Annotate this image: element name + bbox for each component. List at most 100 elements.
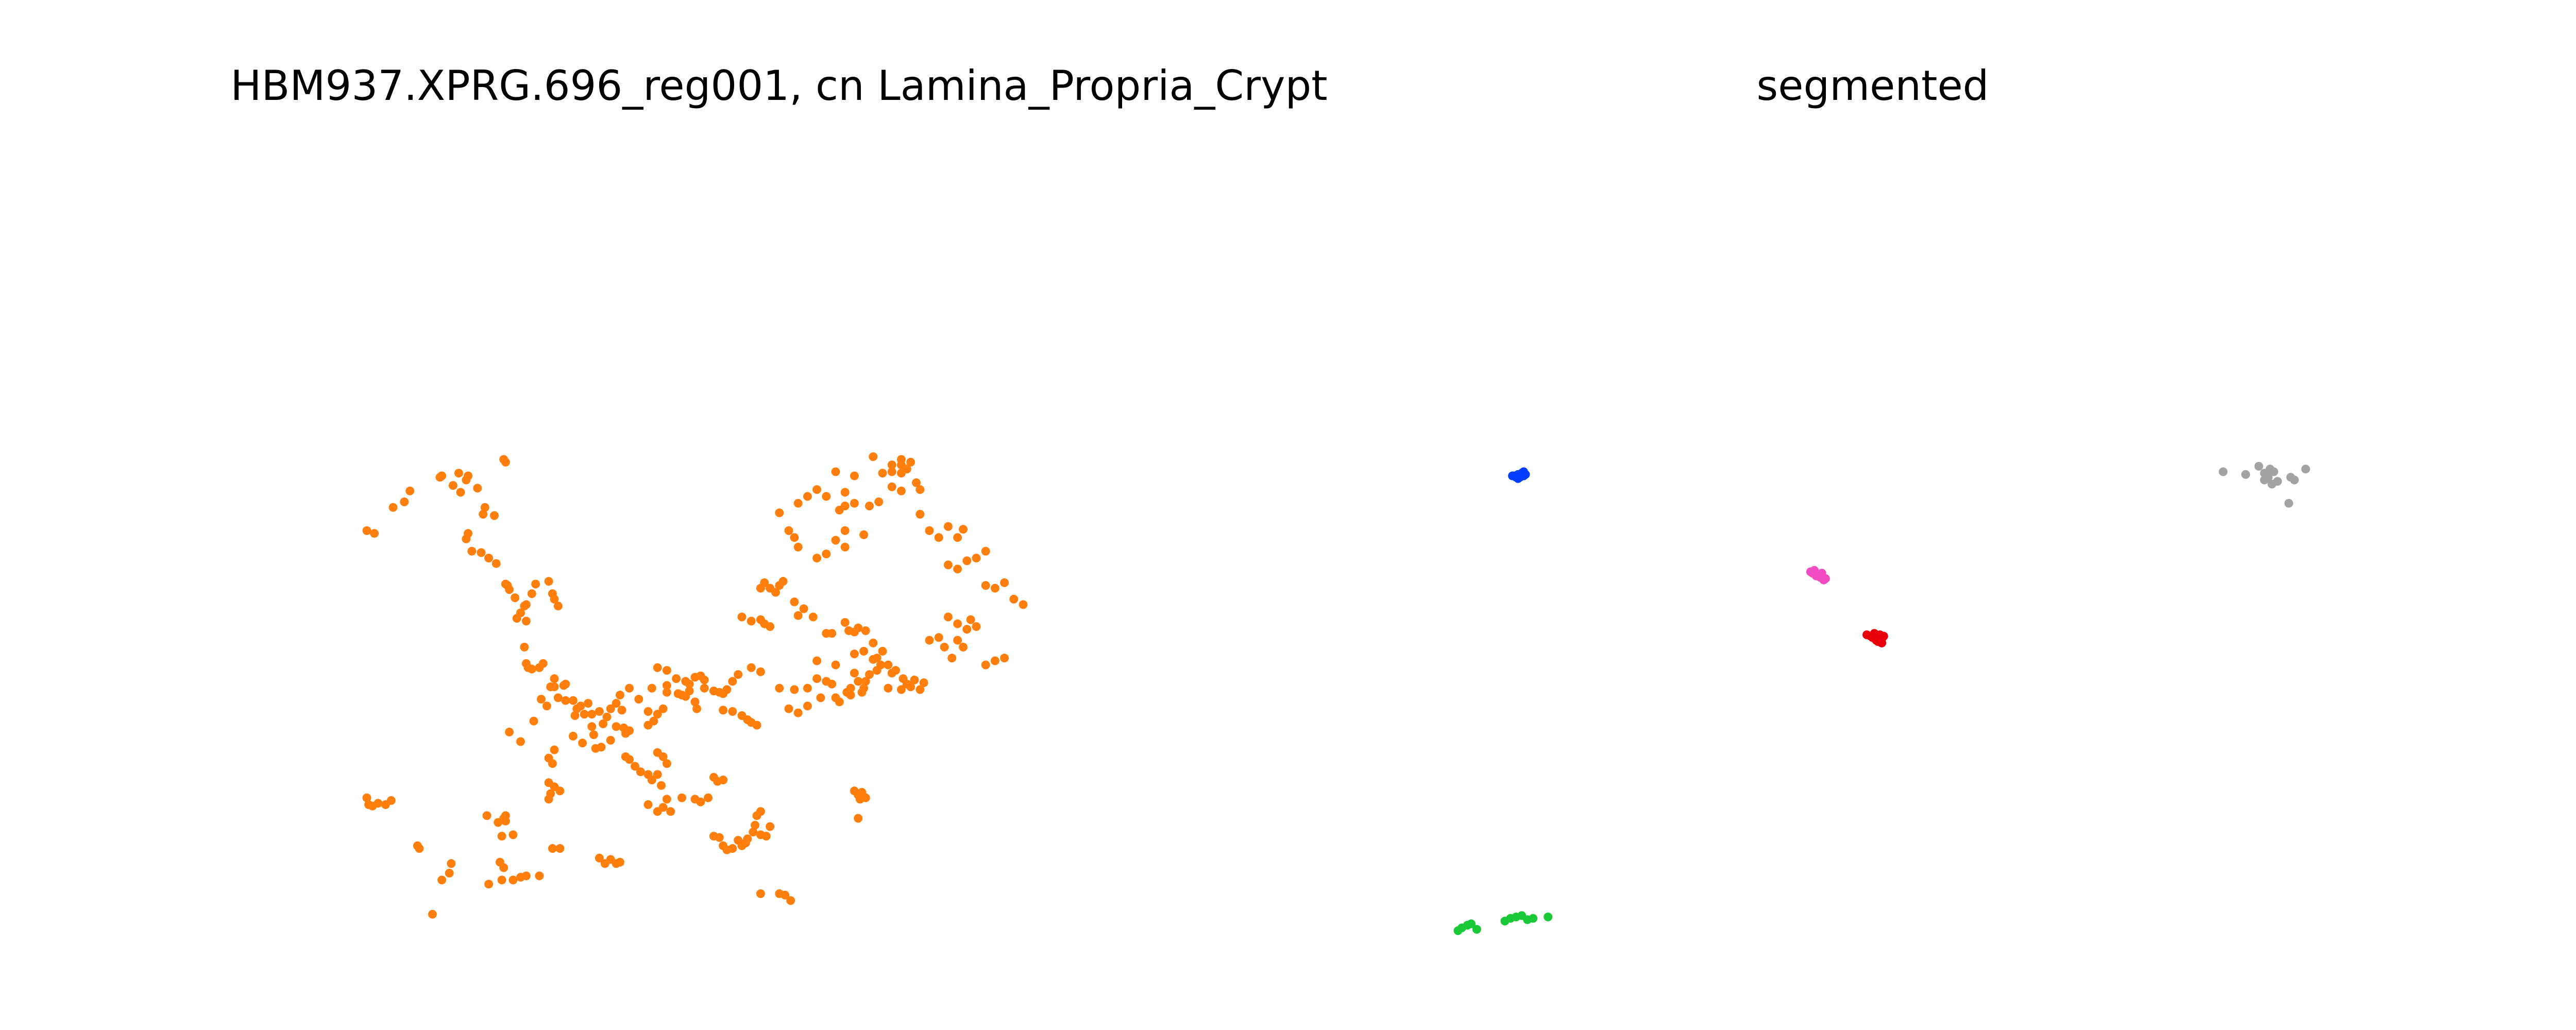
scatter-point <box>445 868 454 878</box>
scatter-point <box>615 857 624 867</box>
scatter-point <box>415 844 424 853</box>
scatter-point <box>850 649 859 659</box>
scatter-point <box>587 710 597 719</box>
scatter-point <box>766 822 775 831</box>
scatter-point <box>760 578 769 587</box>
scatter-point <box>497 876 506 885</box>
scatter-point <box>370 529 379 538</box>
scatter-point <box>859 647 869 656</box>
scatter-point <box>374 799 383 808</box>
scatter-point <box>555 786 565 796</box>
scatter-point <box>919 678 928 688</box>
scatter-point <box>643 800 653 809</box>
scatter-point <box>747 663 756 672</box>
scatter-point <box>751 820 759 830</box>
scatter-point <box>812 554 822 563</box>
scatter-point <box>692 704 702 713</box>
scatter-point <box>990 656 999 665</box>
scatter-point <box>981 581 990 590</box>
scatter-point <box>544 795 553 804</box>
scatter-point <box>876 660 885 670</box>
scatter-point <box>2290 475 2299 485</box>
scatter-point <box>662 666 671 675</box>
scatter-point <box>766 622 775 631</box>
scatter-point <box>599 719 608 728</box>
scatter-point <box>662 795 671 804</box>
scatter-point <box>925 526 934 535</box>
scatter-point <box>520 643 529 651</box>
scatter-point <box>1514 474 1522 483</box>
scatter-point <box>548 759 557 768</box>
scatter-point <box>840 526 850 535</box>
scatter-point <box>981 660 990 670</box>
scatter-point <box>962 556 972 565</box>
scatter-point <box>454 469 463 478</box>
scatter-point <box>916 685 925 694</box>
scatter-point <box>587 722 597 731</box>
scatter-point <box>959 525 968 534</box>
scatter-point <box>775 683 784 693</box>
scatter-point <box>925 636 934 645</box>
scatter-point <box>509 876 518 885</box>
scatter-point <box>553 602 563 611</box>
scatter-point <box>953 619 962 628</box>
scatter-point <box>658 704 668 713</box>
scatter-point <box>388 503 398 512</box>
scatter-point <box>972 554 981 563</box>
scatter-point <box>362 526 371 535</box>
scatter-point <box>584 699 592 708</box>
scatter-point <box>878 647 887 656</box>
scatter-point <box>822 492 831 501</box>
scatter-point <box>647 776 656 784</box>
scatter-point <box>869 639 878 647</box>
scatter-point <box>940 643 949 651</box>
scatter-point <box>878 469 887 478</box>
scatter-point <box>910 675 919 684</box>
scatter-point <box>550 594 559 604</box>
scatter-point <box>790 685 799 694</box>
scatter-point <box>570 711 580 720</box>
scatter-point <box>606 735 615 745</box>
scatter-point <box>906 682 916 692</box>
scatter-point <box>553 693 563 702</box>
scatter-point <box>896 685 906 694</box>
scatter-point <box>597 743 606 752</box>
scatter-point <box>643 707 653 716</box>
scatter-point <box>869 452 878 461</box>
scatter-point <box>1544 913 1553 921</box>
scatter-point <box>846 691 855 700</box>
scatter-point <box>775 508 784 518</box>
scatter-point <box>657 781 666 790</box>
scatter-point <box>916 485 925 494</box>
scatter-point <box>902 465 911 474</box>
scatter-point <box>521 616 531 626</box>
scatter-point <box>658 803 668 812</box>
scatter-point <box>473 484 482 493</box>
scatter-point <box>912 478 921 487</box>
scatter-point <box>831 660 840 670</box>
scatter-point <box>531 579 540 589</box>
scatter-point <box>625 755 634 764</box>
scatter-point <box>1019 600 1028 609</box>
scatter-point <box>521 600 531 609</box>
scatter-point <box>799 604 808 613</box>
scatter-point <box>548 844 557 853</box>
scatter-point <box>550 745 559 754</box>
scatter-point <box>653 710 662 719</box>
scatter-point <box>617 706 626 715</box>
scatter-point <box>719 776 728 784</box>
scatter-point <box>959 643 968 651</box>
scatter-point <box>677 793 686 802</box>
scatter-point <box>972 622 981 631</box>
scatter-point <box>464 471 473 480</box>
scatter-point <box>2284 499 2293 508</box>
scatter-point <box>953 564 962 574</box>
scatter-point <box>589 730 598 740</box>
scatter-point <box>887 460 896 470</box>
scatter-point <box>803 683 812 693</box>
scatter-point <box>666 807 675 816</box>
scatter-point <box>756 889 765 898</box>
scatter-point <box>761 832 771 841</box>
scatter-point <box>501 457 510 467</box>
